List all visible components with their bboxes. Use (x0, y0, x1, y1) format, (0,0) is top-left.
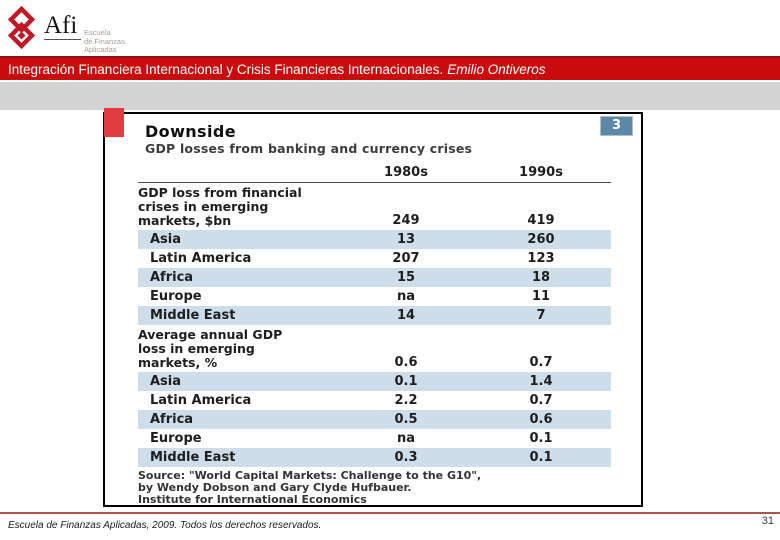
section-label: Average annual GDP loss in emerging mark… (138, 328, 341, 370)
table-row: Middle East 0.3 0.1 (138, 448, 611, 467)
value-1990s: 260 (527, 232, 555, 247)
value-1990s: 0.1 (529, 450, 553, 465)
afi-knot-icon (8, 6, 35, 50)
section-label-line: markets, $bn (138, 213, 232, 228)
section-header-average-annual: Average annual GDP loss in emerging mark… (138, 325, 611, 372)
value-1980s: 13 (396, 232, 416, 247)
value-1990s: 0.7 (529, 393, 553, 408)
afi-logo: Afi Escuela de Finanzas Aplicadas (8, 5, 208, 57)
footer-rule (0, 512, 780, 514)
value-1990s: 123 (527, 251, 555, 266)
value-1990s: 11 (531, 289, 551, 304)
value-1980s: 0.3 (394, 450, 418, 465)
value-1980s: 0.5 (394, 412, 418, 427)
source-note: Source: "World Capital Markets: Challeng… (138, 470, 611, 506)
section-value-1990s: 419 (527, 213, 555, 228)
brand-tagline: Escuela de Finanzas Aplicadas (84, 28, 125, 55)
column-header-1980s: 1980s (384, 165, 428, 180)
row-label: Europe (150, 431, 202, 446)
section-value-1980s: 249 (392, 213, 420, 228)
source-line: Source: "World Capital Markets: Challeng… (138, 469, 482, 482)
table-title: Downside (145, 122, 236, 141)
tagline-line: de Finanzas (84, 36, 125, 46)
value-1990s: 7 (536, 308, 546, 323)
table-row: Asia 13 260 (138, 230, 611, 249)
table-content: Downside GDP losses from banking and cur… (105, 122, 641, 506)
section-label-line: Average annual GDP (138, 327, 283, 342)
row-label: Asia (150, 374, 182, 389)
value-1980s: 15 (396, 270, 416, 285)
table-row: Europe na 0.1 (138, 429, 611, 448)
table-row: Asia 0.1 1.4 (138, 372, 611, 391)
gray-divider-band (0, 82, 780, 110)
brand-name: Afi (44, 13, 82, 40)
value-1990s: 1.4 (529, 374, 553, 389)
author-name: Emilio Ontiveros (447, 62, 546, 77)
downside-table: 3 Downside GDP losses from banking and c… (103, 112, 643, 507)
source-line: Institute for International Economics (138, 493, 367, 506)
row-label: Latin America (150, 251, 252, 266)
table-subtitle: GDP losses from banking and currency cri… (145, 141, 473, 156)
value-1980s: 207 (392, 251, 420, 266)
section-label-line: GDP loss from financial (138, 185, 302, 200)
section-label-line: markets, % (138, 355, 218, 370)
section-header-gdp-loss: GDP loss from financial crises in emergi… (138, 183, 611, 230)
value-1990s: 0.6 (529, 412, 553, 427)
value-1980s: na (396, 431, 416, 446)
value-1980s: 0.1 (394, 374, 418, 389)
section-value-1980s: 0.6 (394, 355, 418, 370)
spacer-cell (138, 165, 341, 180)
value-1980s: 2.2 (394, 393, 418, 408)
table-row: Africa 15 18 (138, 268, 611, 287)
figure-number-badge: 3 (600, 116, 633, 136)
section-value-1990s: 0.7 (529, 355, 553, 370)
section-label-line: loss in emerging (138, 341, 255, 356)
table-row: Africa 0.5 0.6 (138, 410, 611, 429)
value-1990s: 0.1 (529, 431, 553, 446)
tagline-line: Aplicadas (84, 45, 117, 54)
value-1980s: 14 (396, 308, 416, 323)
source-line: by Wendy Dobson and Gary Clyde Hufbauer. (138, 481, 412, 494)
row-label: Asia (150, 232, 182, 247)
row-label: Middle East (150, 308, 236, 323)
row-label: Africa (150, 270, 194, 285)
header-rule (138, 182, 611, 183)
row-label: Middle East (150, 450, 236, 465)
tagline-line: Escuela (84, 28, 111, 37)
section-label: GDP loss from financial crises in emergi… (138, 186, 341, 228)
value-1990s: 18 (531, 270, 551, 285)
copyright-text: Escuela de Finanzas Aplicadas, 2009. Tod… (8, 520, 322, 531)
slide-title-bar: Integración Financiera Internacional y C… (0, 56, 780, 80)
table-row: Europe na 11 (138, 287, 611, 306)
red-accent-square (104, 108, 124, 137)
value-1980s: na (396, 289, 416, 304)
table-row: Middle East 14 7 (138, 306, 611, 325)
column-header-row: 1980s 1990s (138, 165, 611, 180)
section-label-line: crises in emerging (138, 199, 269, 214)
row-label: Europe (150, 289, 202, 304)
row-label: Latin America (150, 393, 252, 408)
course-title: Integración Financiera Internacional y C… (8, 62, 444, 77)
page-number: 31 (761, 515, 774, 527)
table-row: Latin America 2.2 0.7 (138, 391, 611, 410)
table-row: Latin America 207 123 (138, 249, 611, 268)
row-label: Africa (150, 412, 194, 427)
column-header-1990s: 1990s (519, 165, 563, 180)
